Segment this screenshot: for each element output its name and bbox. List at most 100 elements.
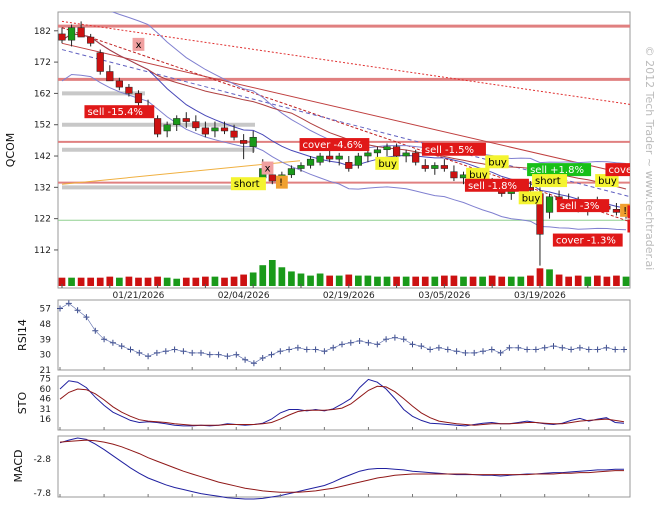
candle-body <box>440 165 448 169</box>
volume-bar <box>345 274 353 286</box>
date-tick-label: 02/19/2026 <box>323 291 375 301</box>
rsi-tick-label: 39 <box>40 335 52 345</box>
candle-body <box>335 155 343 160</box>
volume-bar <box>613 275 620 286</box>
signal-label-box <box>527 163 592 177</box>
candle-body <box>412 152 420 163</box>
volume-bar <box>316 273 324 286</box>
volume-bar <box>546 269 553 286</box>
volume-bar <box>202 276 209 286</box>
rsi-tick-label: 30 <box>40 351 52 361</box>
signal-label: cover -4.6% <box>303 140 363 151</box>
volume-bar <box>374 276 381 286</box>
signal-label-box <box>230 177 266 191</box>
candle-body <box>316 155 324 163</box>
candle-body <box>240 140 248 144</box>
volume-bar <box>268 260 276 286</box>
volume-bar <box>565 276 572 286</box>
red-trendline <box>61 42 630 176</box>
price-panel-frame <box>57 11 631 289</box>
volume-bar <box>77 277 85 286</box>
rsi-axis-title: RSI14 <box>16 319 29 351</box>
volume-bar <box>211 276 219 286</box>
signal-label: buy <box>488 157 507 168</box>
candle-body <box>182 118 190 122</box>
red-dashed-trendline-2 <box>61 27 630 223</box>
macd-line-1 <box>59 439 624 493</box>
volume-bar <box>536 268 544 286</box>
lower-band-line <box>61 73 627 231</box>
date-tick-label: 03/05/2026 <box>418 291 470 301</box>
volume-bar <box>307 275 314 286</box>
volume-bar <box>364 275 372 286</box>
signal-label-box <box>464 178 529 192</box>
signal-label: buy <box>598 176 617 187</box>
signal-label: sell -1.5% <box>425 145 474 156</box>
signal-label-box <box>627 219 630 233</box>
candle-body <box>230 130 238 138</box>
signal-label: x <box>136 40 142 51</box>
candle-body <box>192 121 200 129</box>
volume-bar <box>58 277 66 286</box>
signal-label: short <box>234 179 260 190</box>
candle-body <box>268 174 276 182</box>
volume-bar <box>354 275 362 286</box>
volume-bar <box>488 275 496 286</box>
volume-bar <box>192 277 200 286</box>
moving-average-line <box>61 33 627 209</box>
sto-line-1 <box>59 385 625 426</box>
sto-panel-frame <box>57 375 631 431</box>
volume-bar <box>603 276 611 286</box>
signal-label-box <box>261 161 274 175</box>
macd-axis-title: MACD <box>12 450 25 483</box>
candle-body <box>87 36 95 44</box>
candle-body <box>392 146 401 157</box>
date-tick-label: 01/21/2026 <box>113 291 165 301</box>
volume-bar <box>135 277 142 286</box>
volume-bar <box>393 276 400 286</box>
volume-bar <box>163 277 171 286</box>
volume-bar <box>249 272 257 286</box>
candle-body <box>163 124 171 132</box>
volume-bar <box>450 275 458 286</box>
signal-label: x <box>265 164 271 175</box>
price-tick-label: 142 <box>34 152 51 162</box>
candle-body <box>545 196 554 213</box>
signal-label: sell +1.8% <box>530 165 584 176</box>
volume-bar <box>106 276 114 286</box>
macd-tick-label: -7.8 <box>33 489 51 499</box>
candle-body <box>354 155 362 166</box>
volume-bar <box>498 276 506 286</box>
price-tick-label: 182 <box>34 27 51 37</box>
volume-bar <box>259 265 267 286</box>
volume-bar <box>460 276 467 286</box>
signal-label: sell -1.8% <box>468 181 517 192</box>
candle-body <box>431 165 439 169</box>
volume-bar <box>240 274 247 286</box>
volume-bar <box>154 276 161 286</box>
volume-bar <box>288 271 295 286</box>
volume-bar <box>221 277 228 286</box>
candle-body <box>58 33 66 41</box>
candle-body <box>421 165 429 169</box>
signal-label-box <box>532 174 568 188</box>
signal-label: ! <box>279 178 283 189</box>
candle-body <box>134 93 143 104</box>
candle-body <box>326 155 334 160</box>
volume-bar <box>116 277 123 286</box>
signal-label: buy <box>378 159 397 170</box>
candle-body <box>287 168 296 176</box>
candle-body <box>402 152 410 157</box>
volume-bar <box>527 275 534 286</box>
volume-bar <box>335 275 343 286</box>
volume-bar <box>68 277 75 286</box>
candle-body <box>249 136 257 147</box>
signal-label-box <box>518 191 543 205</box>
candle-body <box>211 127 219 132</box>
sto-axis-title: STO <box>16 391 29 414</box>
volume-bar <box>593 275 601 286</box>
signal-label-box <box>375 156 399 170</box>
signal-label: short <box>535 176 561 187</box>
volume-bar <box>230 276 238 286</box>
